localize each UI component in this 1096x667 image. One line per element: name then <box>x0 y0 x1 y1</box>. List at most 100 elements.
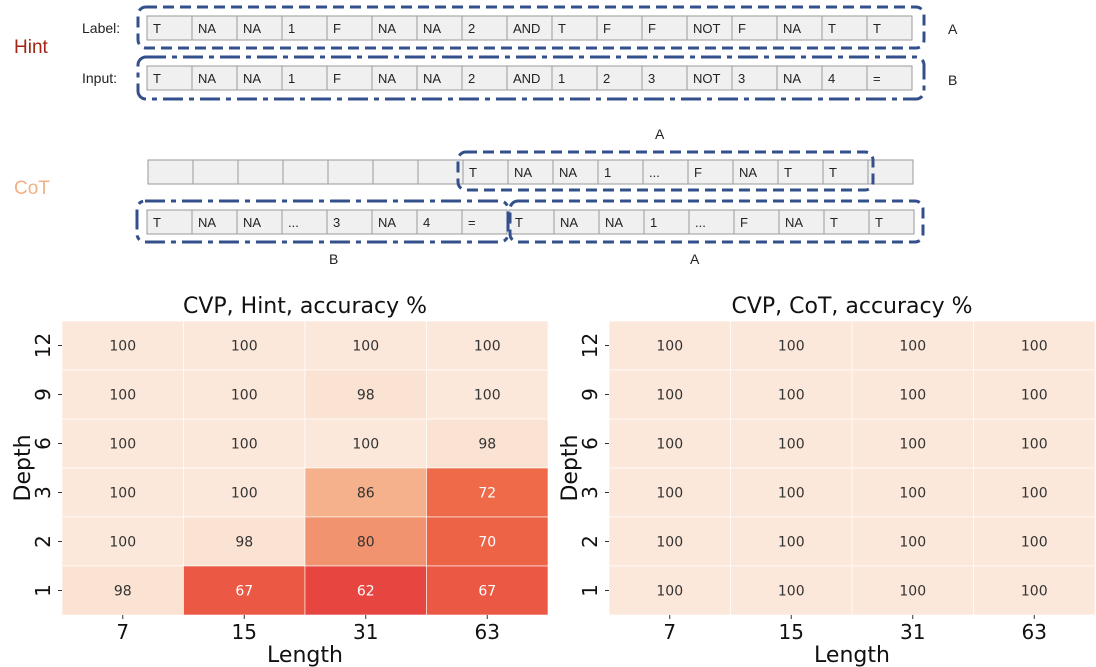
cot-heatmap-cell <box>973 565 1096 616</box>
cot-bottom-right-row-cell <box>778 209 825 235</box>
cot-bottom-right-row-token: NA <box>605 215 623 230</box>
cot-heatmap-x-axis-label: Length <box>814 643 890 667</box>
hint-heatmap-cell <box>183 418 306 469</box>
cot-bottom-right-row-token: ... <box>695 215 706 230</box>
hint-heatmap-cell <box>426 418 549 469</box>
hint-heatmap-cell <box>304 369 427 420</box>
hint-heatmap-cell <box>183 467 306 518</box>
cot-heatmap-cell-label: 100 <box>778 584 805 600</box>
cot-top-row-cell <box>327 159 374 185</box>
label-row-token: F <box>333 21 341 36</box>
hint-heatmap-cell-label: 98 <box>478 437 496 453</box>
label-row-token: T <box>873 21 881 36</box>
cot-heatmap-cell <box>973 320 1096 371</box>
input-row-token: 4 <box>828 71 835 86</box>
label-row-token: NA <box>423 21 441 36</box>
hint-heatmap-cell-label: 100 <box>231 486 258 502</box>
cot-top-row-cell <box>237 159 284 185</box>
cot-heatmap-cell-label: 100 <box>778 486 805 502</box>
hint-heatmap-cell-label: 67 <box>235 584 253 600</box>
hint-heatmap-cell <box>61 369 184 420</box>
cot-heatmap-cell <box>730 467 853 518</box>
input-row-token: NOT <box>693 71 721 86</box>
cot-heatmap-cell-label: 100 <box>1021 486 1048 502</box>
hint-heatmap-cell-label: 100 <box>231 339 258 355</box>
cot-heatmap-y-tick-label: 1 <box>578 584 602 597</box>
cot-heatmap-cell-label: 100 <box>1021 535 1048 551</box>
cot-heatmap-cell-label: 100 <box>899 388 926 404</box>
input-row-token: 3 <box>648 71 655 86</box>
cot-heatmap-cell <box>851 369 974 420</box>
cot-heatmap-cell-label: 100 <box>778 388 805 404</box>
hint-heatmap-cell-label: 100 <box>109 339 136 355</box>
cot-heatmap-cell <box>730 418 853 469</box>
cot-heatmap-cell-label: 100 <box>778 535 805 551</box>
cot-top-row-token: NA <box>559 165 577 180</box>
input-row-token: NA <box>783 71 801 86</box>
hint-heatmap-cell <box>61 418 184 469</box>
cot-bottom-left-row-cell <box>281 209 328 235</box>
hint-heatmap-x-axis-label: Length <box>267 643 343 667</box>
cot-heatmap-cell-label: 100 <box>1021 339 1048 355</box>
cot-heatmap-cell <box>973 467 1096 518</box>
label-row-cell <box>461 15 508 41</box>
cot-bottom-left-row-cell <box>236 209 283 235</box>
input-row-token: NA <box>378 71 396 86</box>
input-row-token: 2 <box>603 71 610 86</box>
cot-top-row-cell <box>282 159 329 185</box>
hint-heatmap-cell <box>304 320 427 371</box>
hint-heatmap-cell <box>183 516 306 567</box>
hint-heatmap-cell-label: 67 <box>478 584 496 600</box>
input-row-token: 1 <box>558 71 565 86</box>
cot-top-bracket <box>456 150 875 192</box>
hint-input-marker: B <box>948 72 957 88</box>
hint-label-marker: A <box>948 21 958 37</box>
hint-heatmap-cell-label: 100 <box>231 388 258 404</box>
hint-heatmap-cell <box>183 320 306 371</box>
cot-heatmap-cell <box>851 320 974 371</box>
cot-bottom-right-marker: A <box>690 251 700 267</box>
cot-heatmap-cell-label: 100 <box>899 535 926 551</box>
hint-heatmap-y-tick-label: 9 <box>31 388 55 401</box>
cot-heatmap-cell <box>730 516 853 567</box>
hint-heatmap-cell-label: 100 <box>231 437 258 453</box>
label-row-cell <box>191 15 238 41</box>
label-row-cell <box>506 15 553 41</box>
cot-bottom-left-row-token: NA <box>198 215 216 230</box>
hint-heatmap-cell-label: 100 <box>109 437 136 453</box>
label-row-cell <box>731 15 778 41</box>
cot-top-row-token: F <box>694 165 702 180</box>
hint-heatmap-cell-label: 80 <box>357 535 375 551</box>
label-row-token: T <box>153 21 161 36</box>
input-row-cell <box>461 65 508 91</box>
input-row-caption: Input: <box>82 70 117 86</box>
cot-top-row-cell <box>507 159 554 185</box>
input-row-token: T <box>153 71 161 86</box>
cot-heatmap-cell <box>608 369 731 420</box>
label-row-cell <box>236 15 283 41</box>
label-row-token: T <box>828 21 836 36</box>
label-row-token: NOT <box>693 21 721 36</box>
cot-heatmap-cell <box>973 516 1096 567</box>
cot-bottom-right-row-cell <box>598 209 645 235</box>
cot-heatmap-x-tick-label: 63 <box>1022 620 1047 644</box>
cot-heatmap-cell-label: 100 <box>656 584 683 600</box>
cot-top-row-token: T <box>469 165 477 180</box>
input-row-token: = <box>873 71 881 86</box>
hint-heatmap-x-tick-label: 63 <box>475 620 500 644</box>
cot-heatmap-cell-label: 100 <box>778 339 805 355</box>
cot-heatmap-cell <box>730 320 853 371</box>
cot-heatmap-cell-label: 100 <box>899 339 926 355</box>
cot-heatmap-x-tick-label: 31 <box>900 620 925 644</box>
cot-bottom-left-row-token: T <box>153 215 161 230</box>
cot-label: CoT <box>14 178 50 199</box>
hint-heatmap-x-tick-label: 7 <box>116 620 129 644</box>
cot-heatmap-cell-label: 100 <box>656 486 683 502</box>
input-row-token: NA <box>423 71 441 86</box>
heatmap-hint: CVP, Hint, accuracy % 100 100 100 100 100 100 9… <box>11 294 549 667</box>
cot-bottom-left-row-cell <box>416 209 463 235</box>
cot-bottom-right-row-token: T <box>830 215 838 230</box>
hint-heatmap-cell-label: 100 <box>109 486 136 502</box>
label-row-token: NA <box>783 21 801 36</box>
